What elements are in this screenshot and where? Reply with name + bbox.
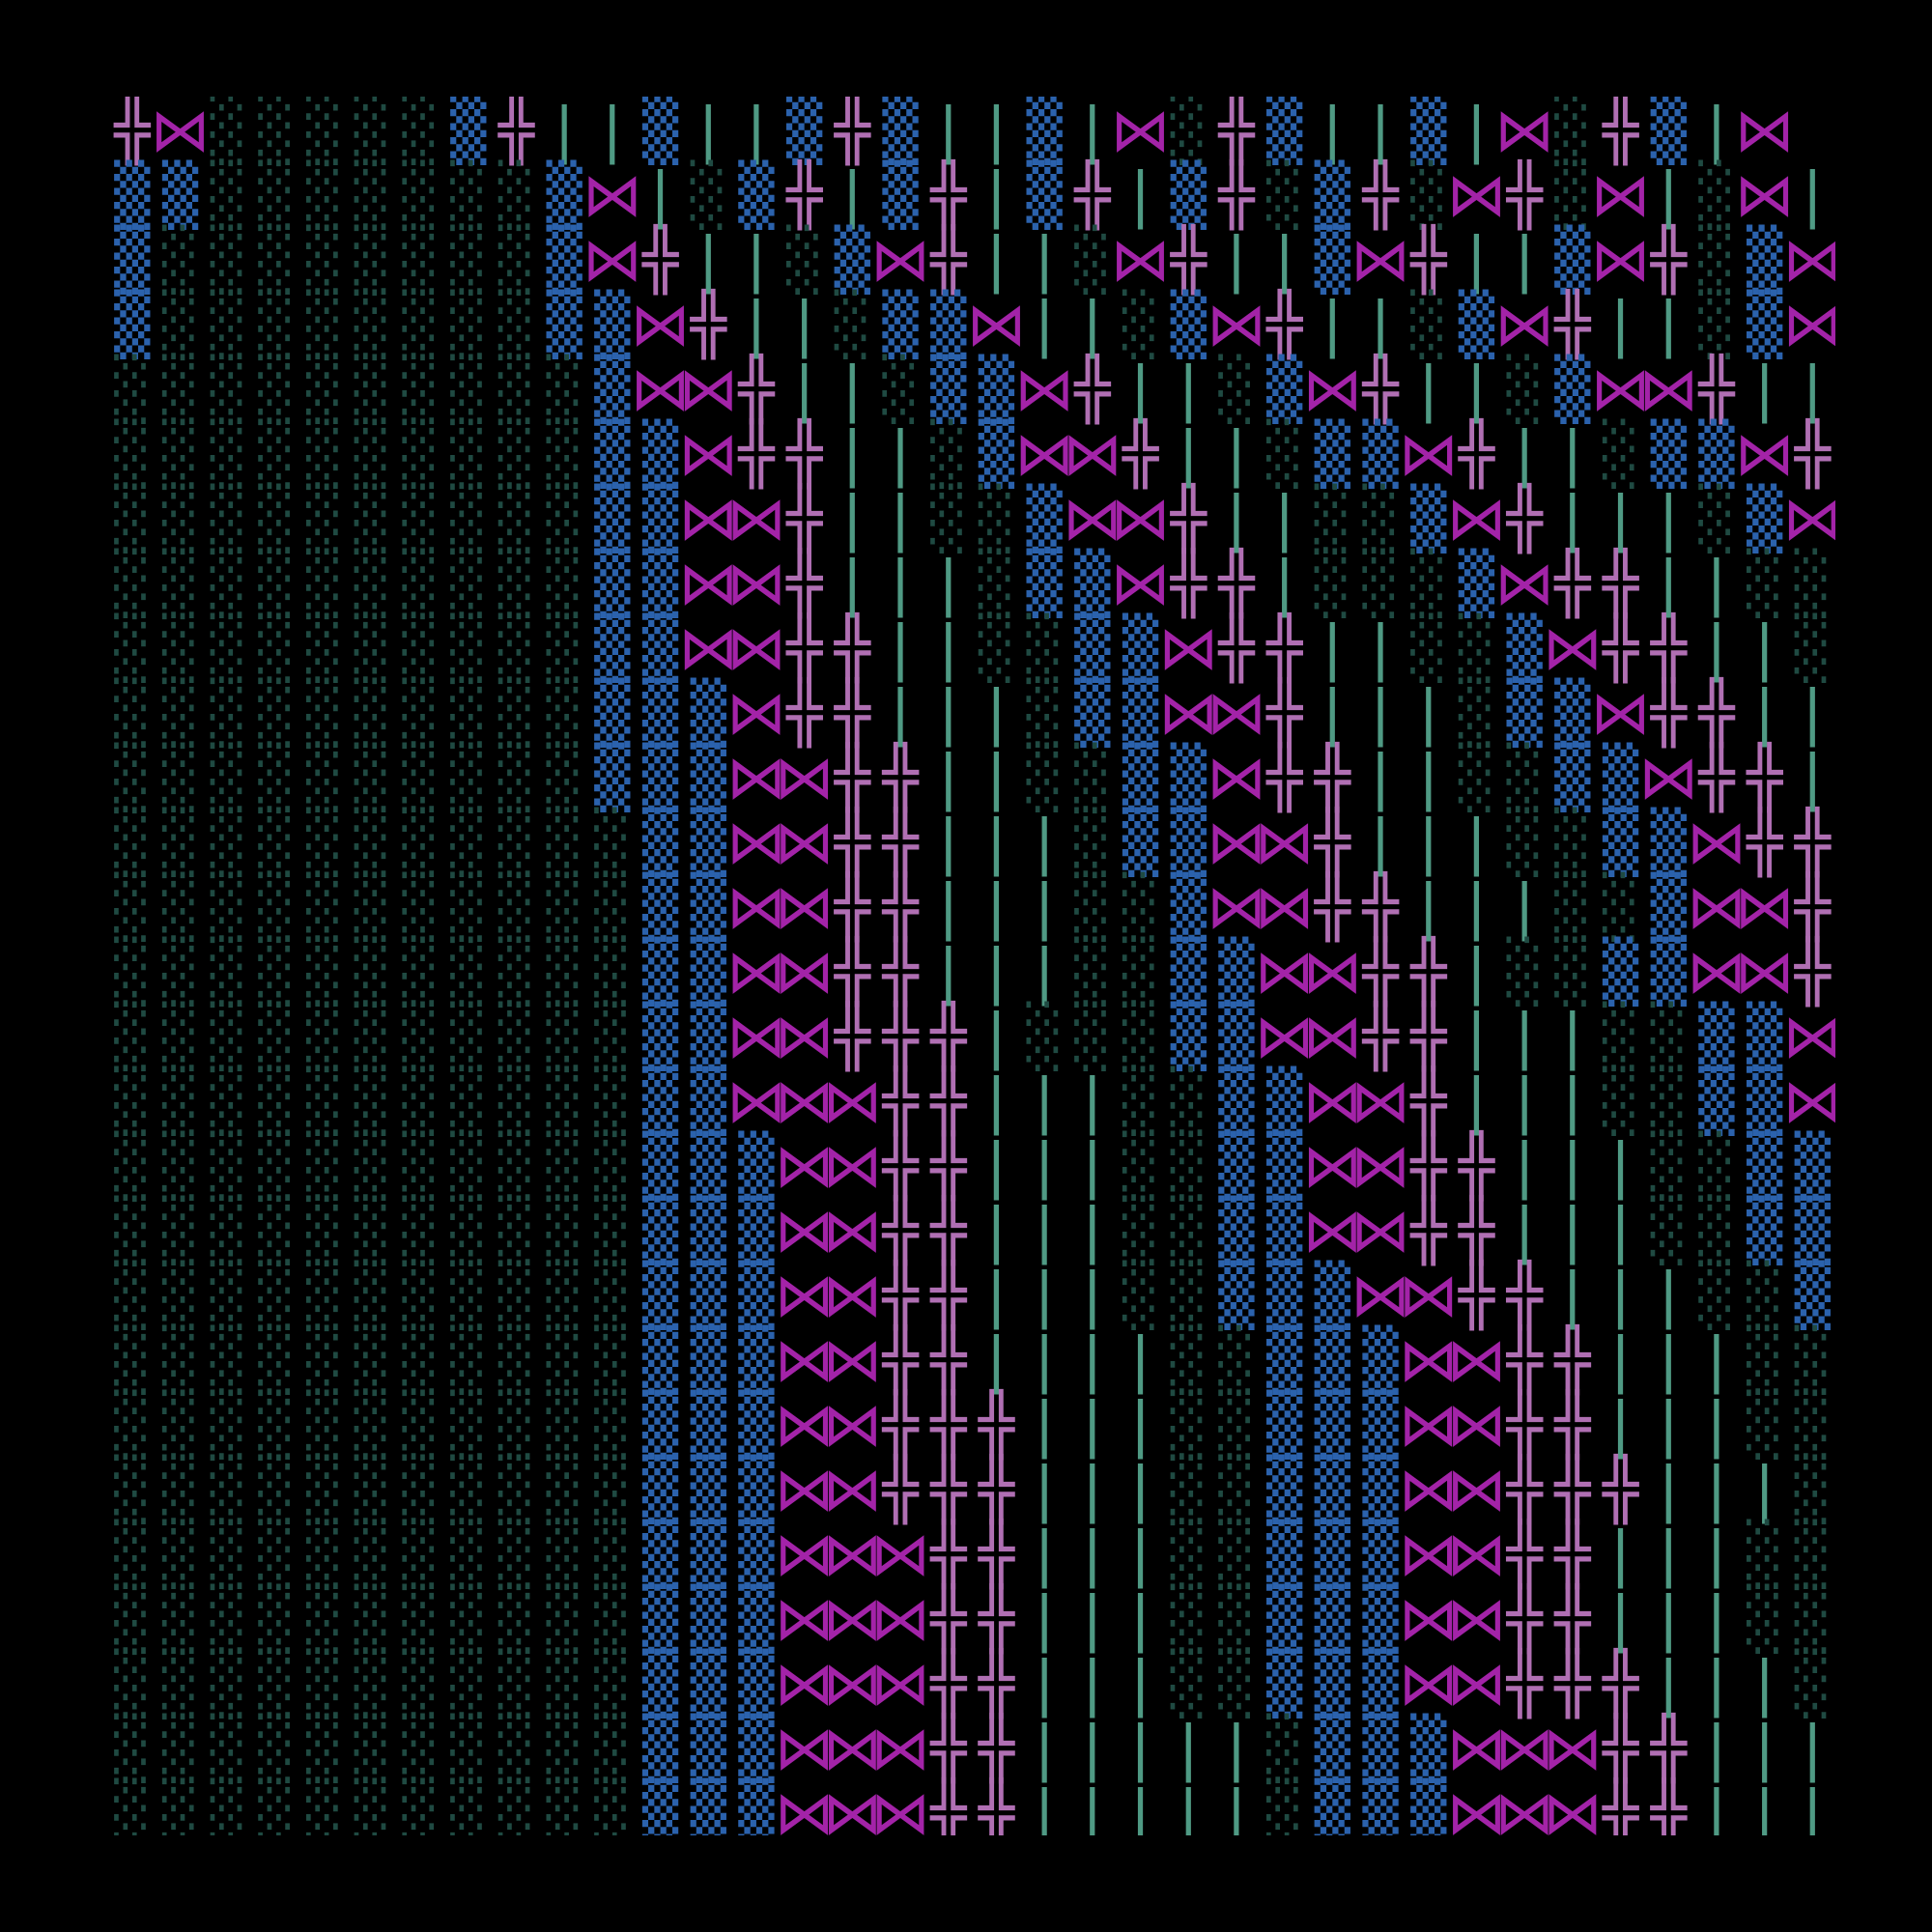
art-row: ░░░░░░░░░░▒▒⋈⋈╬|||░▒▒⋈╬╬|░░░▒⋈╬╬||░░▒⋈╬╬… bbox=[114, 547, 1932, 619]
art-row: ▒▒░░░░░░░▒⋈|░▒╬|▒╬|▒╬|▒╬░▒╬░⋈╬░⋈|░⋈|░⋈ bbox=[114, 158, 1932, 231]
art-row: ░░░░░░░░░░░▒▒▒⋈⋈⋈╬╬|||░░▒▒▒⋈⋈╬╬|||░░▒▒▒⋈ bbox=[114, 1518, 1932, 1590]
art-row: ░░░░░░░░░░░▒▒▒⋈⋈╬╬|||░░▒▒⋈⋈╬╬|||░░▒▒⋈⋈╬╬… bbox=[114, 1194, 1932, 1266]
character-grid: ╬⋈░ ░ ░ ░ ░ ▒ ╬ | | ▒ | | ▒ ╬ ▒ | | ▒ |⋈░ ╬ ▒ | | ▒ |⋈░ ╬ ▒ |⋈▒ ▒ ░ ░ ░… bbox=[113, 94, 1932, 1849]
art-row: ░░░░░░░░░░▒▒▒⋈⋈╬╬||░░▒▒⋈╬╬||░░▒▒⋈╬╬|||░▒… bbox=[114, 741, 1932, 813]
art-row: ╬⋈░ ░ ░ ░ ░ ▒ ╬ | | ▒ | | ▒ ╬ ▒ | | ▒ |⋈░ ╬ ▒ | | ▒ |⋈░ ╬ ▒ |⋈ bbox=[113, 94, 1794, 166]
art-row: ░░░░░░░░░░░▒▒▒⋈⋈╬╬||||░░▒▒▒⋈⋈╬╬|||░░▒▒⋈⋈… bbox=[114, 1323, 1932, 1396]
art-row: ░░░░░░░░░░░▒▒▒⋈⋈⋈╬╬|||||░▒▒▒⋈⋈⋈╬╬|||░░▒▒… bbox=[114, 1776, 1932, 1849]
art-row: ░░░░░░░░░░░▒▒⋈⋈╬╬|||░░▒⋈⋈╬╬|||░░▒⋈⋈╬╬||░… bbox=[114, 870, 1932, 943]
art-row: ░░░░░░░░░░░▒▒⋈⋈⋈╬╬|||░░▒▒⋈⋈╬|||░░▒▒⋈⋈╬╬|… bbox=[114, 1065, 1932, 1137]
art-row: ░░░░░░░░░░▒▒⋈╬╬||░▒⋈⋈╬||░▒▒⋈╬||░▒▒⋈╬||░▒… bbox=[114, 417, 1932, 490]
art-row: ░░░░░░░░░░▒▒⋈⋈╬╬||░░▒▒⋈╬╬||░░▒⋈╬╬||░░▒⋈⋈… bbox=[114, 611, 1932, 684]
art-row: ░░░░░░░░░░░▒▒⋈⋈╬╬|||░▒▒⋈⋈╬|||░░▒▒⋈╬╬|||░… bbox=[114, 806, 1932, 878]
art-row: ░░░░░░░░░░░▒▒▒⋈⋈╬╬|||░░▒▒⋈⋈╬╬|||░░▒▒⋈⋈╬╬… bbox=[114, 1129, 1932, 1202]
art-row: ░░░░░░░░░░░▒▒▒⋈⋈╬╬╬|||░░▒▒▒⋈⋈╬╬|||░░▒▒▒⋈… bbox=[114, 1388, 1932, 1461]
art-row: ░░░░░░░░░░░▒▒▒⋈⋈⋈╬╬|||||░▒▒▒⋈⋈⋈╬╬|||░░▒▒… bbox=[114, 1712, 1932, 1784]
art-row: ░░░░░░░░░░▒⋈⋈╬||░▒▒⋈╬||░▒⋈╬||░▒⋈⋈╬||░▒⋈╬… bbox=[114, 353, 1932, 425]
art-row: ░░░░░░░░░░▒▒⋈⋈╬||░░▒⋈⋈╬||░░▒⋈╬|||░▒⋈⋈╬||… bbox=[114, 482, 1932, 554]
art-row: ▒░░░░░░░░▒▒⋈╬||░▒▒⋈||░▒⋈╬||░▒⋈╬||░▒⋈╬||▒… bbox=[114, 288, 1932, 360]
art-row: ░░░░░░░░░░░▒▒▒⋈⋈╬╬╬|||░░▒▒▒⋈⋈╬╬╬|||░░▒▒⋈… bbox=[114, 1453, 1932, 1525]
art-row: ░░░░░░░░░░░▒▒▒⋈⋈⋈╬╬|||░░▒▒▒⋈⋈╬╬|||░░▒▒▒⋈ bbox=[114, 1582, 1932, 1655]
art-row: ░░░░░░░░░░░▒▒⋈⋈╬╬|||░░▒▒⋈⋈╬╬|░░▒▒⋈⋈╬╬||| bbox=[114, 935, 1932, 1008]
art-row: ▒░░░░░░░░▒⋈╬||░▒⋈╬||░⋈╬||▒⋈╬||▒⋈╬░▒⋈|░▒⋈… bbox=[114, 223, 1932, 296]
art-row: ░░░░░░░░░░░▒▒▒⋈⋈⋈╬╬|||░░▒▒▒⋈⋈╬╬╬|||░░▒▒▒… bbox=[114, 1647, 1932, 1719]
art-row: ░░░░░░░░░░░▒▒▒⋈⋈╬╬|||░░▒▒▒⋈⋈╬╬|||░░▒▒⋈⋈╬ bbox=[114, 1259, 1932, 1331]
art-row: ░░░░░░░░░░░▒▒⋈⋈╬╬╬|░░░▒▒⋈⋈╬╬|||░░▒▒⋈╬╬||… bbox=[114, 1000, 1932, 1072]
art-row: ░░░░░░░░░░▒▒▒⋈╬╬|||░▒▒⋈⋈╬|||░▒▒⋈╬╬|||░▒▒… bbox=[114, 676, 1932, 749]
